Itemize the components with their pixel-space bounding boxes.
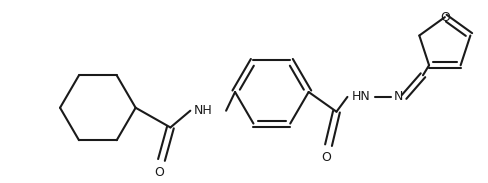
Text: HN: HN [352, 90, 371, 103]
Text: N: N [393, 90, 403, 103]
Text: NH: NH [194, 104, 213, 117]
Text: O: O [155, 166, 164, 179]
Text: O: O [440, 11, 450, 24]
Text: O: O [322, 152, 331, 165]
